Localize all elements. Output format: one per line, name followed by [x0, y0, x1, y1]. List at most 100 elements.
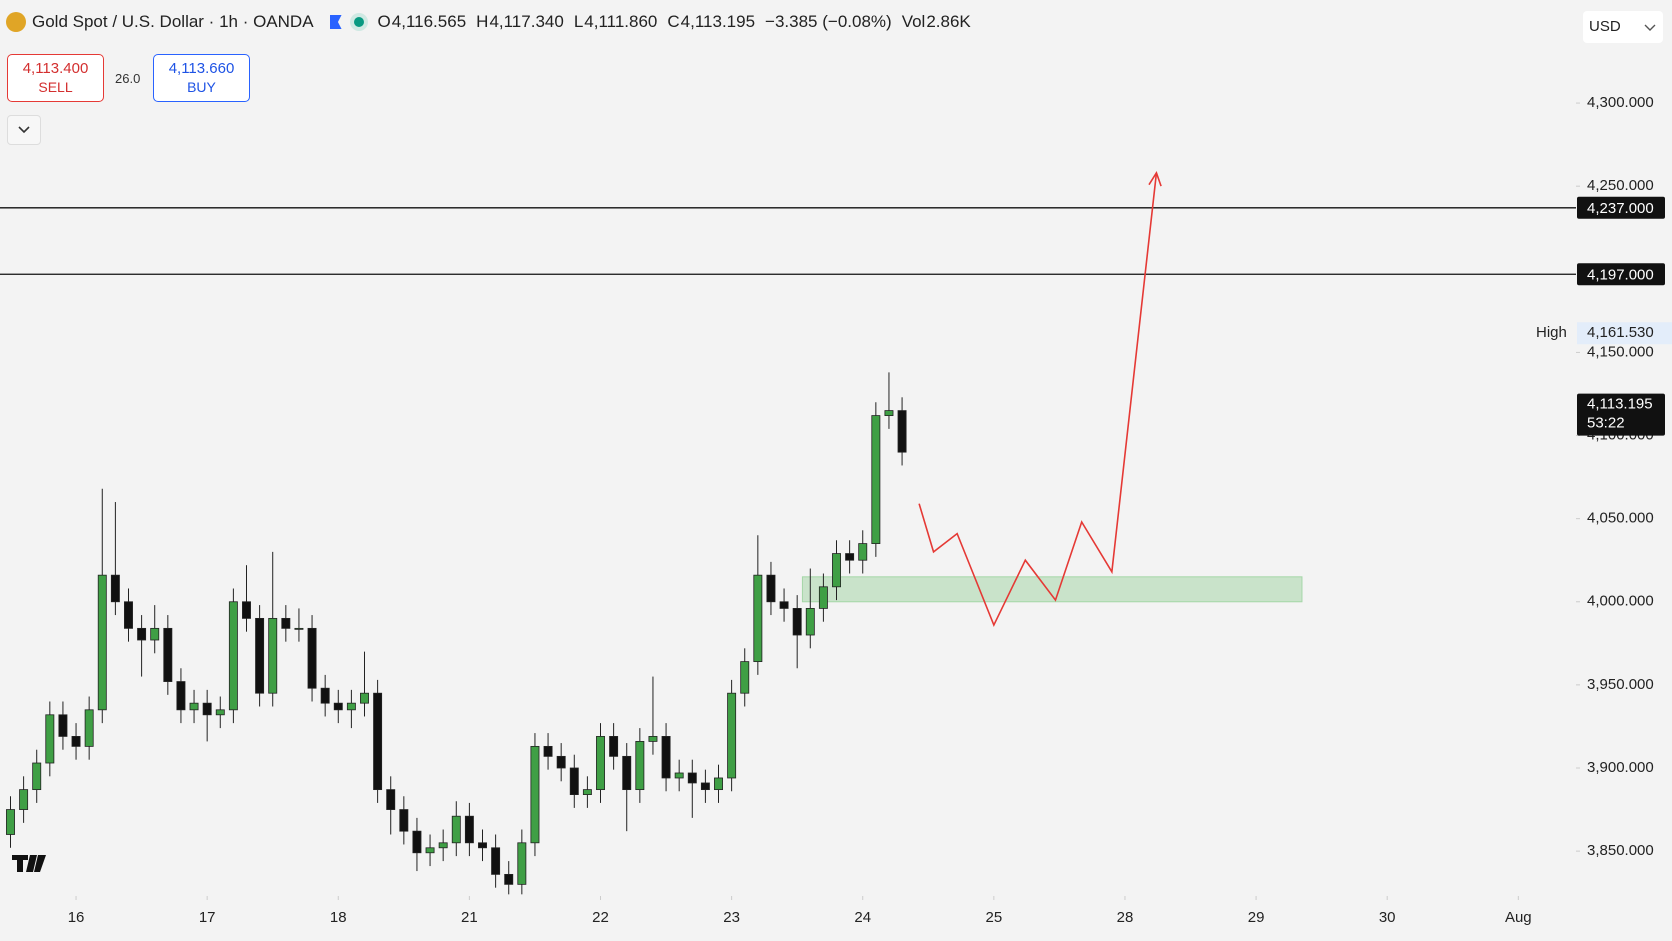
- chevron: [1644, 24, 1656, 31]
- candle-body: [281, 617, 291, 629]
- y-tick-label: 4,000.000: [1587, 593, 1654, 610]
- sell-label: SELL: [38, 79, 73, 95]
- candle-body: [556, 755, 566, 769]
- countdown: 53:22: [1587, 415, 1625, 432]
- high-label: 4,161.530: [1587, 324, 1654, 341]
- buy-label: BUY: [187, 79, 216, 95]
- candle-body: [97, 574, 107, 711]
- candle-body: [871, 415, 881, 544]
- candle-body: [648, 736, 658, 742]
- x-tick-label: 17: [199, 909, 216, 926]
- candle-body: [622, 755, 632, 791]
- candle-body: [438, 842, 448, 849]
- chevron: [18, 126, 30, 134]
- candle-body: [596, 736, 605, 791]
- currency-select[interactable]: USD: [1583, 11, 1663, 43]
- ohlc-key: C: [667, 12, 680, 31]
- currency: USD: [1589, 18, 1621, 35]
- candle-body: [137, 627, 147, 641]
- candle-body: [805, 608, 815, 636]
- candle-body: [635, 741, 645, 791]
- candle-body: [19, 789, 29, 810]
- candle-body: [687, 772, 697, 784]
- candle-body: [832, 553, 841, 588]
- projection-path: [918, 172, 1158, 628]
- candle-body: [268, 617, 278, 694]
- candle-body: [32, 762, 42, 791]
- candle-body: [451, 815, 461, 844]
- x-tick-label: 21: [461, 909, 478, 926]
- candle-body: [700, 782, 710, 791]
- candle-body: [543, 745, 553, 757]
- ohlc-value: 4,117.340: [489, 12, 564, 31]
- level-label: 4,237.000: [1587, 200, 1654, 217]
- spread: 26.0: [115, 71, 141, 86]
- candle-body: [176, 681, 186, 711]
- expand-button[interactable]: [7, 115, 41, 145]
- buy-button[interactable]: 4,113.660 BUY: [153, 54, 250, 102]
- y-tick-label: 4,250.000: [1587, 177, 1654, 194]
- candle-body: [386, 789, 396, 810]
- candle-body: [294, 627, 304, 630]
- y-tick-label: 3,850.000: [1587, 842, 1654, 859]
- candle-body: [242, 601, 251, 619]
- candle-body: [818, 586, 828, 609]
- level-label: 4,197.000: [1587, 266, 1654, 283]
- candle-body: [504, 873, 514, 885]
- high-name: High: [1536, 324, 1567, 341]
- y-tick-label: 4,050.000: [1587, 510, 1654, 527]
- candle-body: [189, 702, 199, 711]
- candle-body: [71, 736, 81, 747]
- candle-body: [255, 617, 265, 694]
- symbol-icon: [6, 12, 26, 32]
- x-tick-label: 18: [330, 909, 347, 926]
- candle-body: [517, 842, 527, 885]
- y-tick-label: 4,150.000: [1587, 343, 1654, 360]
- flag-icon: [329, 15, 342, 29]
- x-tick-label: 28: [1117, 909, 1134, 926]
- level-label-bg: [1577, 263, 1665, 286]
- candle-body: [845, 553, 855, 561]
- candle-body: [373, 692, 383, 791]
- candle-body: [779, 601, 789, 609]
- candle-body: [674, 772, 684, 779]
- candle-body: [307, 627, 317, 689]
- candle-body: [346, 702, 356, 711]
- projection-arrowhead: [1148, 171, 1162, 187]
- x-tick-label: 30: [1379, 909, 1396, 926]
- candle-body: [478, 842, 487, 849]
- ohlc-value: 4,116.565: [391, 12, 467, 31]
- candle-body: [399, 809, 409, 832]
- candle-body: [58, 714, 68, 737]
- candle-body: [412, 830, 422, 854]
- candle-body: [124, 601, 133, 629]
- candle-body: [661, 736, 671, 779]
- candle-body: [491, 847, 501, 875]
- change: −3.385 (−0.08%): [765, 12, 892, 31]
- symbol-header: Gold Spot / U.S. Dollar · 1h · OANDA O4,…: [6, 12, 981, 32]
- candle-body: [569, 767, 579, 795]
- candle-body: [110, 574, 120, 603]
- high-label-bg: [1577, 322, 1672, 345]
- y-tick-label: 4,300.000: [1587, 94, 1654, 111]
- last-price-bg: [1577, 393, 1665, 436]
- candle-body: [333, 702, 343, 711]
- candle-body: [45, 714, 55, 764]
- sell-button[interactable]: 4,113.400 SELL: [7, 54, 104, 102]
- x-tick-label: 23: [723, 909, 740, 926]
- y-tick-label: 3,900.000: [1587, 759, 1654, 776]
- x-tick-label: 22: [592, 909, 609, 926]
- volume-key: Vol: [901, 12, 926, 31]
- candle-body: [150, 627, 160, 641]
- ohlc-key: L: [573, 12, 584, 31]
- x-tick-label: 16: [68, 909, 85, 926]
- x-tick-label: 25: [986, 909, 1003, 926]
- buy-price: 4,113.660: [168, 60, 235, 77]
- ohlc-key: H: [476, 12, 489, 31]
- candle-body: [6, 809, 15, 835]
- candle-body: [320, 687, 330, 704]
- demand-zone: [801, 576, 1303, 603]
- level-label-bg: [1577, 196, 1665, 219]
- candle-body: [609, 736, 619, 757]
